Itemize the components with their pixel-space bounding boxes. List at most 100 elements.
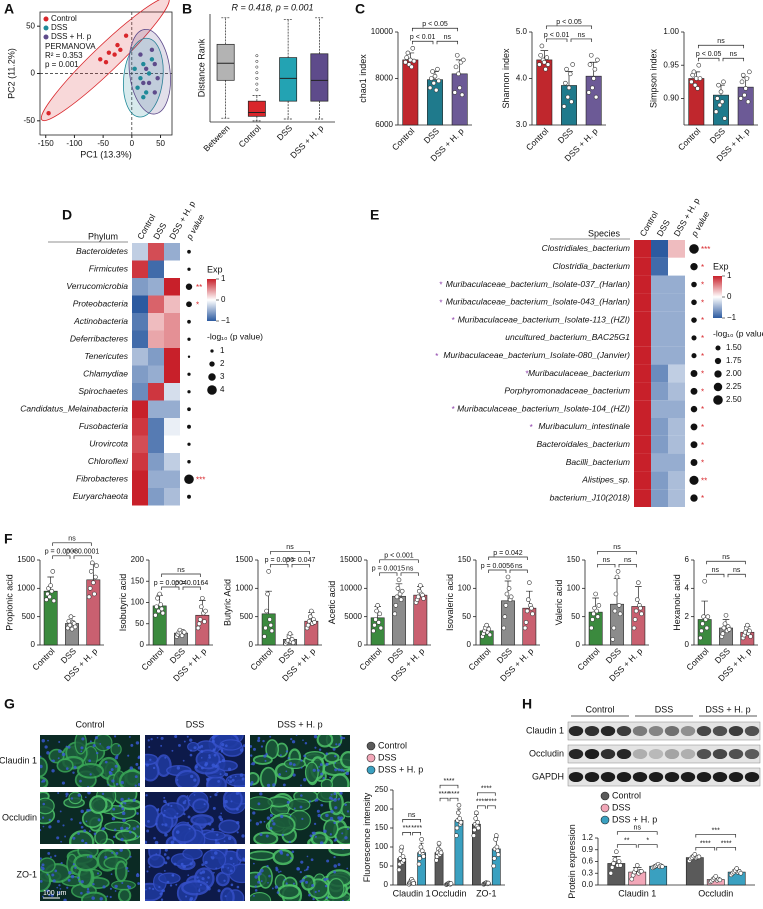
heat-cell bbox=[651, 329, 668, 347]
nucleus bbox=[40, 755, 42, 758]
heat-cell bbox=[148, 330, 164, 348]
nucleus bbox=[160, 898, 164, 901]
nucleus bbox=[254, 885, 257, 888]
significance-label: p = 0.0056 bbox=[481, 563, 514, 570]
nucleus bbox=[263, 754, 267, 758]
row-label: Muribaculaceae_bacterium_Isolate-037_(Ha… bbox=[446, 279, 630, 289]
nucleus bbox=[207, 876, 210, 879]
data-point bbox=[564, 66, 569, 72]
nucleus bbox=[260, 868, 264, 873]
significance-label: ns bbox=[286, 544, 294, 551]
nucleus bbox=[346, 810, 350, 813]
x-tick-label: Occludin bbox=[431, 888, 466, 898]
nucleus bbox=[319, 841, 324, 844]
data-point bbox=[740, 72, 746, 78]
heat-cell bbox=[634, 418, 651, 436]
nucleus bbox=[251, 761, 256, 766]
row-mark: * bbox=[530, 423, 533, 432]
nucleus bbox=[102, 885, 106, 889]
data-point bbox=[141, 61, 146, 67]
heat-cell bbox=[164, 243, 180, 261]
p-value-dot bbox=[187, 407, 191, 412]
nucleus bbox=[137, 783, 140, 787]
nucleus bbox=[253, 747, 256, 751]
significance-label: ns bbox=[717, 38, 725, 45]
data-point bbox=[698, 635, 703, 641]
heat-cell bbox=[132, 313, 148, 331]
nucleus bbox=[287, 757, 290, 760]
nucleus bbox=[305, 880, 309, 884]
nucleus bbox=[344, 836, 348, 840]
nucleus bbox=[87, 792, 91, 795]
data-point bbox=[473, 816, 479, 821]
data-point bbox=[378, 625, 384, 631]
nucleus bbox=[120, 837, 124, 842]
x-tick-label: Control bbox=[248, 646, 275, 673]
data-point bbox=[452, 90, 458, 95]
nucleus bbox=[120, 797, 124, 802]
significance-bracket bbox=[697, 44, 745, 49]
heat-cell bbox=[651, 489, 668, 507]
tissue-crypt bbox=[328, 849, 350, 857]
heat-cell bbox=[164, 400, 180, 418]
nucleus bbox=[51, 769, 55, 773]
data-point bbox=[146, 80, 152, 86]
legend-label: DSS + H. p bbox=[51, 32, 92, 41]
tissue-crypt bbox=[272, 849, 294, 866]
outlier bbox=[255, 88, 259, 92]
nucleus bbox=[323, 829, 327, 834]
data-point bbox=[629, 876, 635, 882]
tissue-crypt bbox=[40, 776, 49, 787]
data-point bbox=[543, 66, 548, 72]
data-point bbox=[152, 90, 157, 95]
tissue-crypt bbox=[250, 892, 272, 901]
data-point bbox=[718, 89, 724, 95]
y-tick-label: 1500 bbox=[17, 555, 35, 564]
x-tick-label: -50 bbox=[97, 139, 109, 148]
nucleus bbox=[145, 888, 147, 891]
significance-star: * bbox=[701, 459, 704, 468]
data-point bbox=[433, 87, 439, 93]
nucleus bbox=[111, 779, 115, 783]
nucleus bbox=[279, 754, 282, 757]
heat-cell bbox=[668, 257, 685, 276]
data-point bbox=[454, 52, 460, 58]
nucleus bbox=[330, 793, 333, 796]
data-point bbox=[112, 52, 117, 57]
nucleus bbox=[291, 740, 296, 744]
nucleus bbox=[48, 894, 51, 897]
significance-bracket bbox=[182, 586, 201, 590]
nucleus bbox=[130, 743, 134, 747]
data-point bbox=[691, 69, 697, 75]
nucleus bbox=[306, 855, 309, 858]
nucleus bbox=[183, 740, 186, 743]
nucleus bbox=[239, 748, 244, 752]
data-point bbox=[563, 80, 568, 86]
data-point bbox=[593, 94, 599, 100]
nucleus bbox=[219, 773, 222, 776]
significance-label: p = 0.0004 bbox=[154, 580, 187, 587]
nucleus bbox=[164, 823, 168, 827]
p-value-dot bbox=[690, 405, 698, 413]
nucleus bbox=[230, 883, 234, 887]
nucleus bbox=[186, 795, 189, 797]
row-label: Euryarchaeota bbox=[73, 491, 129, 501]
heat-cell bbox=[651, 471, 668, 490]
heat-cell bbox=[132, 295, 148, 313]
nucleus bbox=[198, 889, 201, 893]
significance-star: * bbox=[701, 352, 704, 361]
data-point bbox=[200, 595, 205, 601]
nucleus bbox=[201, 870, 206, 874]
nucleus bbox=[337, 798, 340, 801]
nucleus bbox=[152, 766, 156, 770]
whisker bbox=[252, 95, 262, 102]
data-point bbox=[495, 848, 500, 854]
nucleus bbox=[218, 760, 222, 764]
nucleus bbox=[148, 865, 151, 868]
data-point bbox=[181, 629, 187, 635]
row-label: Porphyromonadaceae_bacterium bbox=[504, 386, 630, 396]
y-tick-label: 3.0 bbox=[516, 120, 528, 129]
data-point bbox=[743, 86, 748, 91]
tissue-crypt bbox=[56, 758, 74, 773]
band bbox=[680, 771, 696, 783]
